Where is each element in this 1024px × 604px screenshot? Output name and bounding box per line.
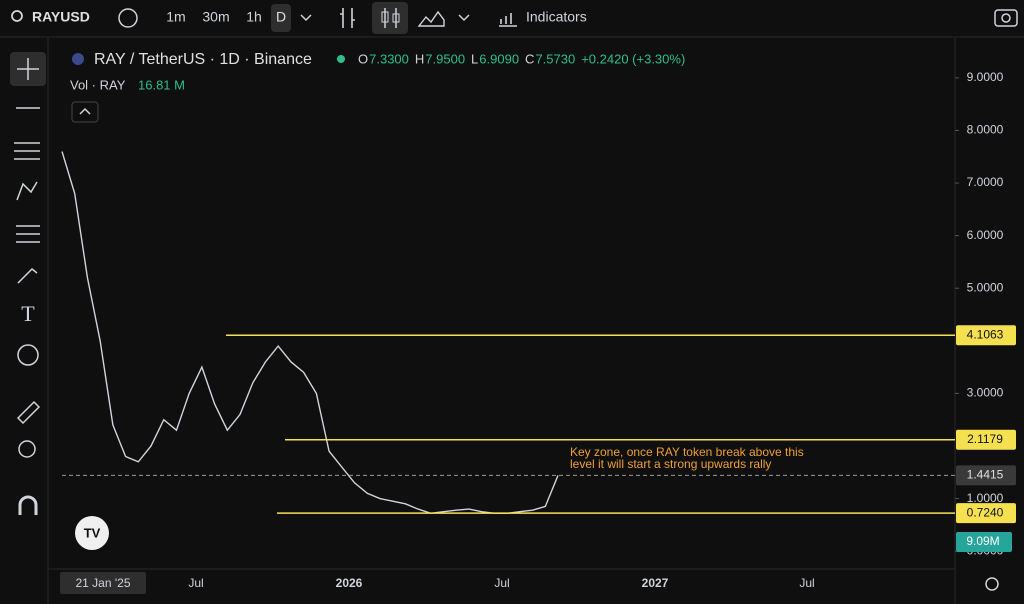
ohlc-value: 6.9090 [479, 51, 519, 66]
x-tick-label: 2026 [336, 576, 363, 590]
channel-tool[interactable] [14, 142, 40, 160]
last-price-label: 1.4415 [967, 468, 1004, 482]
ruler-tool[interactable] [16, 400, 41, 425]
magnet-tool[interactable] [18, 495, 38, 515]
pattern-tool[interactable] [16, 181, 38, 201]
last-price-tag [956, 465, 1016, 486]
interval[interactable]: 30m [202, 9, 229, 25]
dropdown[interactable] [458, 14, 470, 22]
y-tick-label: 1.0000 [967, 491, 1004, 505]
ohlc-key: L [471, 51, 478, 66]
annotation: level it will start a strong upwards ral… [570, 457, 771, 471]
ohlc-value: 7.5730 [535, 51, 575, 66]
tv-logo [75, 516, 109, 550]
top-toolbar [0, 0, 1024, 36]
y-tick-label: 7.0000 [967, 175, 1004, 189]
level-tag [956, 503, 1016, 524]
change: +0.2420 (+3.30%) [581, 51, 685, 66]
text-tool-icon[interactable]: T [21, 301, 35, 326]
x-tick-label: 2027 [642, 576, 669, 590]
emoji-tool[interactable] [17, 344, 39, 366]
level-label: 2.1179 [967, 432, 1003, 446]
crosshair-date-bg [60, 572, 146, 594]
interval[interactable]: 1m [166, 9, 185, 25]
candles-active[interactable] [372, 2, 408, 34]
add-symbol[interactable] [118, 8, 138, 28]
level-label: 0.7240 [967, 505, 1004, 519]
indicators-icon[interactable] [499, 13, 517, 27]
search-icon[interactable] [11, 10, 23, 22]
crosshair-tool[interactable] [17, 58, 39, 80]
bars-icon[interactable] [340, 8, 355, 28]
candle-icon [381, 11, 389, 23]
ohlc-key: C [525, 51, 534, 66]
zoom-tool[interactable] [18, 440, 36, 458]
settings-icon[interactable] [985, 577, 999, 591]
fib-tool[interactable] [16, 225, 40, 243]
y-tick-label: 6.0000 [967, 228, 1004, 242]
volume-tag-label: 9.09M [966, 534, 999, 548]
volume-label: Vol · RAY [70, 77, 126, 92]
interval-active-bg [271, 4, 291, 32]
ohlc-value: 7.9500 [425, 51, 465, 66]
y-tick-label: 5.0000 [967, 280, 1004, 294]
collapse-button[interactable] [71, 101, 99, 123]
level-tag [956, 429, 1016, 450]
price-line [61, 151, 559, 515]
dropdown[interactable] [300, 14, 312, 22]
volume-tag [956, 532, 1012, 552]
indicators[interactable]: Indicators [526, 9, 587, 25]
volume-value: 16.81 M [138, 77, 185, 92]
candle-icon [392, 13, 400, 23]
symbol-logo [72, 53, 84, 65]
y-tick-label: 3.0000 [967, 386, 1004, 400]
interval[interactable]: D [276, 9, 286, 25]
x-tick-label: Jul [494, 576, 509, 590]
level-label: 4.1063 [967, 327, 1004, 341]
ohlc-value: 7.3300 [369, 51, 409, 66]
ohlc-key: O [358, 51, 368, 66]
y-tick-label: 9.0000 [967, 70, 1004, 84]
interval[interactable]: 1h [246, 9, 262, 25]
area-icon[interactable] [417, 10, 445, 27]
chart-title: RAY / TetherUS · 1D · Binance [94, 51, 312, 68]
ohlc-key: H [415, 51, 424, 66]
x-tick-label: Jul [188, 576, 203, 590]
y-tick-label: 8.0000 [967, 123, 1004, 137]
symbol[interactable]: RAYUSD [32, 9, 90, 25]
camera-icon[interactable] [994, 9, 1018, 27]
market-status [337, 55, 345, 63]
svg-text:TV: TV [84, 525, 101, 540]
x-tick-label: Jul [799, 576, 814, 590]
level-tag [956, 325, 1016, 346]
brush-tool[interactable] [17, 267, 38, 284]
x-tick-label: 21 Jan '25 [75, 576, 130, 590]
annotation: Key zone, once RAY token break above thi… [570, 445, 804, 459]
